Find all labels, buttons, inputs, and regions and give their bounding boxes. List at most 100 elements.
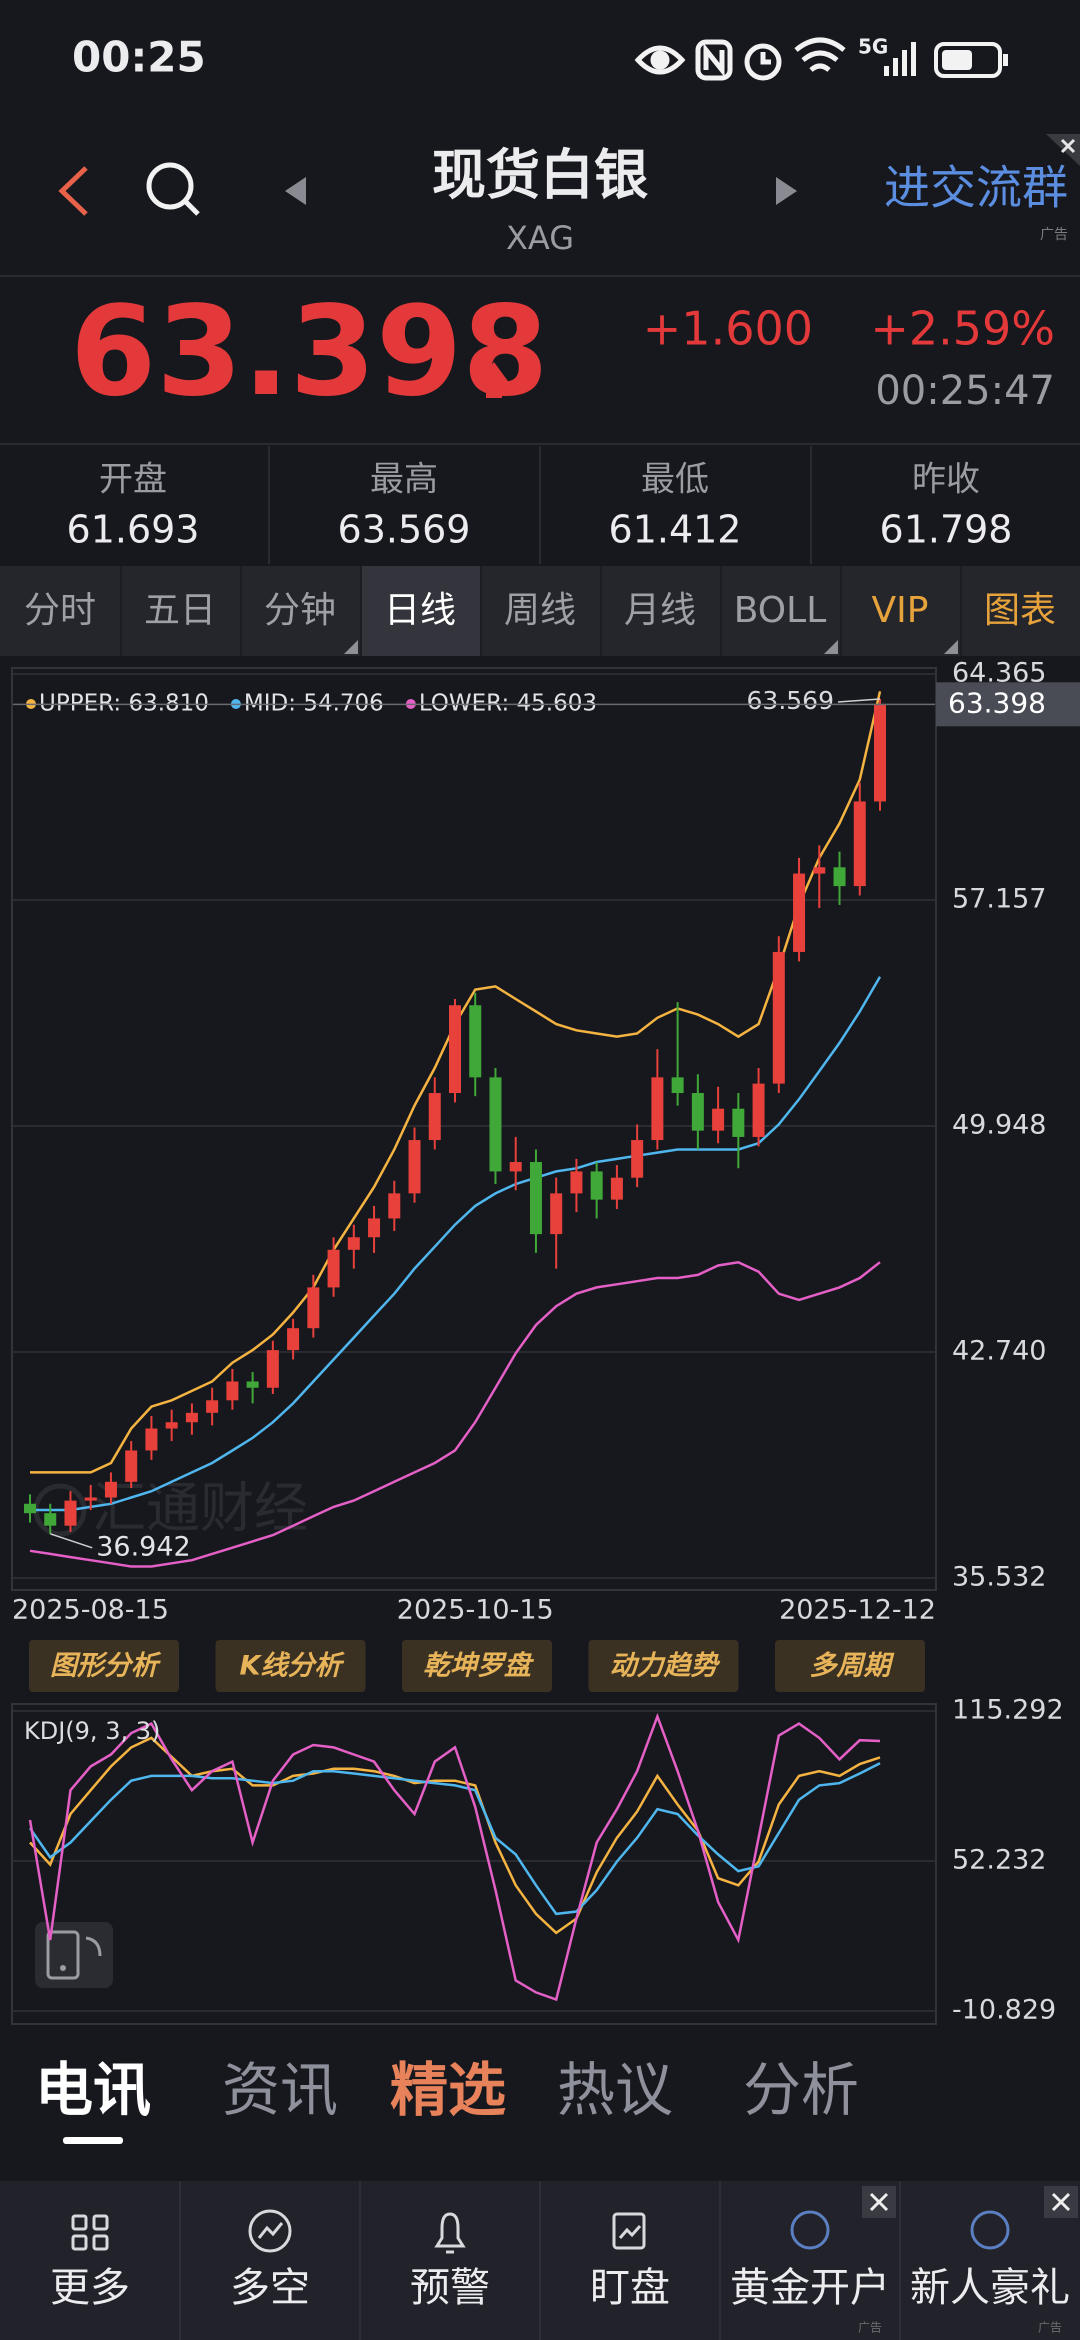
tool-label: 乾坤罗盘 [423, 1651, 535, 1682]
news-tab[interactable]: 电讯 [35, 2056, 151, 2124]
news-tabs: 电讯 资讯 精选 热议 分析 [35, 2056, 859, 2144]
candle-body [246, 1381, 259, 1388]
tab-separator [600, 566, 602, 656]
quote-time: 00:25:47 [875, 368, 1055, 414]
legend-label: MID: 54.706 [244, 691, 384, 717]
candle-body [24, 1503, 36, 1514]
y-tick-label: 52.232 [952, 1844, 1046, 1875]
indicator-line [28, 1762, 881, 1916]
period-tab[interactable]: 五日 [144, 590, 216, 631]
candle-body [752, 1083, 765, 1137]
candle-body [307, 1287, 320, 1329]
news-tab[interactable]: 精选 [390, 2056, 506, 2124]
news-tab[interactable]: 热议 [557, 2056, 673, 2124]
tool-button[interactable] [588, 1640, 739, 1692]
stat-label: 最高 [370, 460, 438, 500]
stat-value: 61.693 [67, 508, 200, 552]
back-button[interactable] [58, 166, 88, 216]
ad-close[interactable] [862, 2186, 896, 2218]
candle-body [145, 1428, 158, 1451]
tool-button[interactable] [215, 1640, 366, 1692]
news-tab[interactable]: 分析 [743, 2056, 859, 2124]
prev-button[interactable] [285, 177, 306, 205]
tab-separator [840, 566, 842, 656]
up-arrow [478, 362, 510, 398]
y-tick-label: 115.292 [952, 1695, 1064, 1726]
nav-item[interactable]: 更多 [50, 2265, 130, 2311]
tab-menu-marker [824, 640, 838, 654]
y-tick-label: 42.740 [952, 1336, 1046, 1367]
tool-button[interactable] [29, 1640, 179, 1692]
tab-separator [360, 566, 362, 656]
ad-close[interactable] [1044, 2186, 1078, 2218]
candle-body [671, 1077, 684, 1094]
candle-body [793, 873, 806, 952]
candle-body [489, 1077, 502, 1172]
y-tick-label: 57.157 [952, 883, 1046, 914]
status-icons [634, 37, 846, 81]
tool-label: 动力趋势 [610, 1651, 721, 1682]
tab-menu-marker [344, 640, 358, 654]
nav-item[interactable]: 预警 [410, 2265, 490, 2311]
status-network: 5G [858, 35, 888, 59]
last-price: 63.398 [70, 280, 549, 424]
price-change: +1.600 [643, 302, 813, 356]
news-tab[interactable]: 资讯 [222, 2056, 338, 2124]
candle-body [732, 1108, 745, 1137]
candle-body [206, 1400, 219, 1413]
active-tab-bg [360, 566, 480, 656]
period-tab[interactable]: BOLL [734, 590, 827, 631]
status-time: 00:25 [72, 33, 206, 82]
tool-button[interactable] [402, 1640, 552, 1692]
rotate-button[interactable] [35, 1922, 113, 1988]
last-price-tag [936, 682, 1080, 727]
candle-body [509, 1162, 522, 1172]
low-label: 36.942 [96, 1531, 190, 1562]
candle-body [853, 801, 866, 887]
candle-body [590, 1171, 603, 1200]
tool-button[interactable] [775, 1640, 925, 1692]
period-tab[interactable]: 图表 [984, 590, 1056, 631]
period-tab[interactable]: 分钟 [264, 590, 336, 631]
candle-body [84, 1497, 97, 1501]
tab-separator [240, 566, 242, 656]
period-tab[interactable]: 周线 [504, 590, 576, 631]
legend-label: LOWER: 45.603 [419, 691, 597, 717]
instrument-title: 现货白银 [432, 144, 648, 207]
period-tab[interactable]: VIP [872, 590, 929, 631]
candle-body [833, 867, 846, 887]
indicator-title: KDJ(9, 3, 3) [24, 1717, 160, 1745]
ad-close[interactable] [1046, 134, 1080, 166]
candle-body [388, 1193, 401, 1219]
nav-item[interactable]: 新人豪礼 [910, 2265, 1070, 2311]
instrument-symbol: XAG [506, 219, 574, 257]
nav-item[interactable]: 盯盘 [590, 2265, 670, 2311]
bottom-nav: 更多 多空 预警 盯盘 黄金开户 新人豪礼 广告 广告 [0, 2181, 1080, 2340]
candle-body [813, 867, 826, 874]
tab-menu-marker [944, 640, 958, 654]
x-tick-label: 2025-10-15 [397, 1595, 554, 1626]
search-button[interactable] [146, 162, 200, 216]
period-tab[interactable]: 日线 [384, 590, 456, 631]
tool-label: 图形分析 [50, 1651, 162, 1682]
tool-label: 多周期 [810, 1651, 895, 1682]
indicator-line [28, 1712, 881, 2002]
tab-separator [960, 566, 962, 656]
period-tab[interactable]: 月线 [624, 590, 696, 631]
candle-body [469, 1005, 482, 1078]
candle-body [327, 1249, 340, 1288]
y-tick-label: 35.532 [952, 1562, 1046, 1593]
nav-item[interactable]: 多空 [230, 2265, 310, 2311]
candle-body [428, 1093, 441, 1141]
ad-link[interactable]: 进交流群 [884, 161, 1068, 215]
candle-body [44, 1513, 57, 1526]
candle-body [772, 951, 785, 1084]
watermark-text: 汇通财经 [92, 1477, 308, 1540]
nav-item[interactable]: 黄金开户 [730, 2265, 890, 2311]
next-button[interactable] [776, 177, 797, 205]
candle-body [125, 1450, 138, 1482]
tool-label: K线分析 [240, 1651, 346, 1682]
tab-separator [480, 566, 482, 656]
period-tab[interactable]: 分时 [24, 590, 96, 631]
